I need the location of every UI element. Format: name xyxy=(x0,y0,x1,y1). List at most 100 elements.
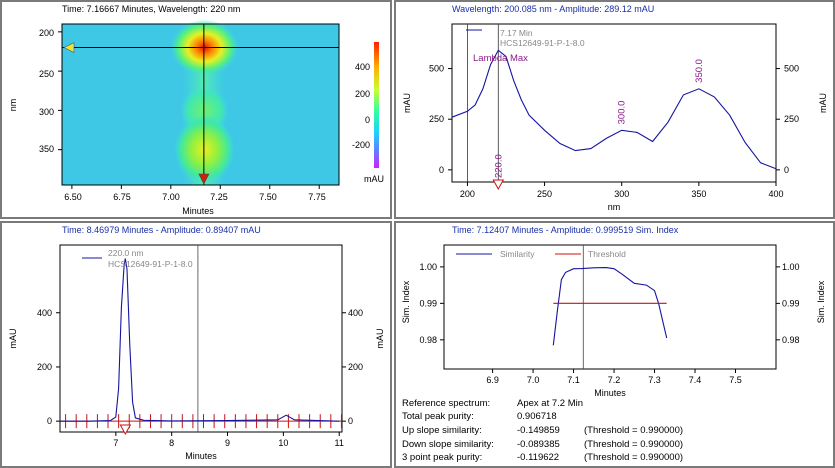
contour-y-axis-label: nm xyxy=(8,99,18,112)
chromatogram-series-line xyxy=(60,258,340,422)
chromatogram-x-tick-label: 10 xyxy=(278,438,288,448)
spectrum-panel-title: Wavelength: 200.085 nm - Amplitude: 289.… xyxy=(452,4,655,14)
purity-label: 3 point peak purity: xyxy=(402,452,483,463)
chromatogram-x-tick-label: 7 xyxy=(113,438,118,448)
chromatogram-legend-wavelength: 220.0 nm xyxy=(108,248,143,258)
spectrum-legend-sample: HCS12649-91-P-1-8.0 xyxy=(500,38,585,48)
chromatogram-x-axis-label: Minutes xyxy=(185,451,217,461)
chromatogram-y-axis-label: mAU xyxy=(8,329,18,349)
chromatogram-plot-frame xyxy=(59,244,343,433)
contour-x-tick-label: 7.00 xyxy=(162,192,180,202)
purity-value: 0.906718 xyxy=(517,411,557,422)
spectrum-y-axis-label: mAU xyxy=(402,93,412,113)
purity-value: -0.089385 xyxy=(517,439,560,450)
similarity-x-tick-label: 7.4 xyxy=(689,375,702,385)
purity-label: Reference spectrum: xyxy=(402,398,491,409)
purity-label: Down slope similarity: xyxy=(402,439,494,450)
purity-threshold: (Threshold = 0.990000) xyxy=(584,452,684,463)
contour-x-tick-label: 6.75 xyxy=(113,192,131,202)
wavelength-cursor-handle-icon xyxy=(63,42,75,54)
contour-x-tick-label: 6.50 xyxy=(64,192,82,202)
contour-y-tick-label: 250 xyxy=(39,69,54,79)
contour-intensity-spot xyxy=(174,115,235,184)
spectrum-series-line xyxy=(451,49,777,170)
colorbar-tick-label: 0 xyxy=(365,115,370,125)
contour-x-tick-labels: 6.50 6.75 7.00 7.25 7.50 7.75 xyxy=(64,192,326,202)
similarity-y-tick-label: 1.00 xyxy=(419,262,437,272)
purity-label: Up slope similarity: xyxy=(402,425,482,436)
spectrum-x-tick-label: 350 xyxy=(691,189,706,199)
chromatogram-y-tick-label: 0 xyxy=(47,416,52,426)
contour-plot[interactable]: 6.50 6.75 7.00 7.25 7.50 7.75 200 250 30… xyxy=(2,2,390,217)
similarity-legend-label: Similarity xyxy=(500,249,535,259)
spectrum-peak-label: 350.0 xyxy=(694,59,705,83)
chromatogram-y-tick-label: 400 xyxy=(37,308,52,318)
contour-x-tick-label: 7.75 xyxy=(308,192,326,202)
similarity-x-tick-label: 7.1 xyxy=(567,375,580,385)
similarity-x-tick-label: 7.2 xyxy=(608,375,621,385)
chromatogram-y-axis-label-right: mAU xyxy=(375,329,385,349)
similarity-x-tick-label: 7.0 xyxy=(527,375,540,385)
similarity-x-tick-label: 7.5 xyxy=(729,375,742,385)
similarity-y-tick-label: 0.98 xyxy=(419,335,437,345)
chromatogram-x-tick-label: 9 xyxy=(225,438,230,448)
contour-y-tick-label: 200 xyxy=(39,28,54,38)
spectrum-y-tick-label: 500 xyxy=(429,64,444,74)
similarity-y-axis-label-right: Sim. Index xyxy=(816,280,826,323)
spectrum-y-axis-label-right: mAU xyxy=(818,93,828,113)
spectrum-peak-label: 220.0 xyxy=(493,154,504,178)
spectrum-x-tick-label: 250 xyxy=(537,189,552,199)
similarity-plot[interactable]: 6.9 7.0 7.1 7.2 7.3 7.4 7.5 0.98 0.98 0.99 0.99 1.0… xyxy=(396,223,833,466)
chromatogram-y-tick-label: 200 xyxy=(37,362,52,372)
chromatogram-panel-title: Time: 8.46979 Minutes - Amplitude: 0.894… xyxy=(62,225,261,235)
similarity-y-axis-label: Sim. Index xyxy=(401,280,411,323)
spectrum-apex-marker-icon xyxy=(492,179,505,191)
chromatogram-y-tick-label-right: 200 xyxy=(348,362,363,372)
contour-panel-title: Time: 7.16667 Minutes, Wavelength: 220 n… xyxy=(62,4,241,14)
purity-value: Apex at 7.2 Min xyxy=(517,398,584,409)
contour-x-axis-label: Minutes xyxy=(182,206,214,216)
spectrum-y-tick-label: 0 xyxy=(439,165,444,175)
spectrum-legend-time: 7.17 Min xyxy=(500,28,533,38)
colorbar-tick-label: -200 xyxy=(352,140,370,150)
spectrum-peak-label: 300.0 xyxy=(617,101,628,125)
contour-y-tick-label: 350 xyxy=(39,144,54,154)
chromatogram-panel[interactable]: Time: 8.46979 Minutes - Amplitude: 0.894… xyxy=(0,221,392,468)
chromatogram-legend-sample: HCS12649-91-P-1-8.0 xyxy=(108,259,193,269)
spectrum-x-tick-label: 200 xyxy=(460,189,475,199)
contour-panel[interactable]: Time: 7.16667 Minutes, Wavelength: 220 n… xyxy=(0,0,392,219)
contour-y-tick-labels: 200 250 300 350 xyxy=(39,28,54,154)
spectrum-x-tick-label: 300 xyxy=(614,189,629,199)
time-cursor-handle-icon xyxy=(198,173,210,185)
similarity-series-line xyxy=(552,267,668,346)
purity-value: -0.149859 xyxy=(517,425,560,436)
spectrum-x-tick-label: 400 xyxy=(768,189,783,199)
lambda-max-label: Lambda Max xyxy=(473,53,528,64)
chromatogram-plot[interactable]: 7 8 9 10 11 0 0 200 200 400 400 Minutes mAU mAU 220.0… xyxy=(2,223,390,466)
purity-label: Total peak purity: xyxy=(402,411,474,422)
chromatogram-x-tick-label: 11 xyxy=(335,438,344,448)
spectrum-plot[interactable]: 200 250 300 350 400 0 0 250 250 500 500 nm mAU mAU 220… xyxy=(396,2,833,217)
similarity-panel-title: Time: 7.12407 Minutes - Amplitude: 0.999… xyxy=(452,225,679,235)
similarity-y-tick-label-right: 0.99 xyxy=(782,298,800,308)
similarity-y-tick-label: 0.99 xyxy=(419,298,437,308)
colorbar-unit-label: mAU xyxy=(364,174,384,184)
colorbar-tick-labels: 400 200 0 -200 xyxy=(352,62,370,150)
spectrum-plot-frame xyxy=(451,23,777,183)
peak-apex-marker-icon xyxy=(119,424,132,436)
contour-x-tick-label: 7.25 xyxy=(210,192,228,202)
similarity-x-tick-label: 7.3 xyxy=(648,375,661,385)
threshold-legend-label: Threshold xyxy=(588,249,626,259)
spectrum-y-tick-label-right: 0 xyxy=(784,165,789,175)
similarity-x-axis-label: Minutes xyxy=(594,388,626,398)
contour-plot-frame xyxy=(61,23,340,186)
colorbar-tick-label: 400 xyxy=(355,62,370,72)
similarity-y-tick-label-right: 0.98 xyxy=(782,335,800,345)
spectrum-panel[interactable]: Wavelength: 200.085 nm - Amplitude: 289.… xyxy=(394,0,835,219)
similarity-panel[interactable]: Time: 7.12407 Minutes - Amplitude: 0.999… xyxy=(394,221,835,468)
spectrum-y-tick-label-right: 500 xyxy=(784,64,799,74)
spectrum-x-axis-label: nm xyxy=(608,202,621,212)
purity-threshold: (Threshold = 0.990000) xyxy=(584,439,684,450)
similarity-x-tick-label: 6.9 xyxy=(486,375,499,385)
